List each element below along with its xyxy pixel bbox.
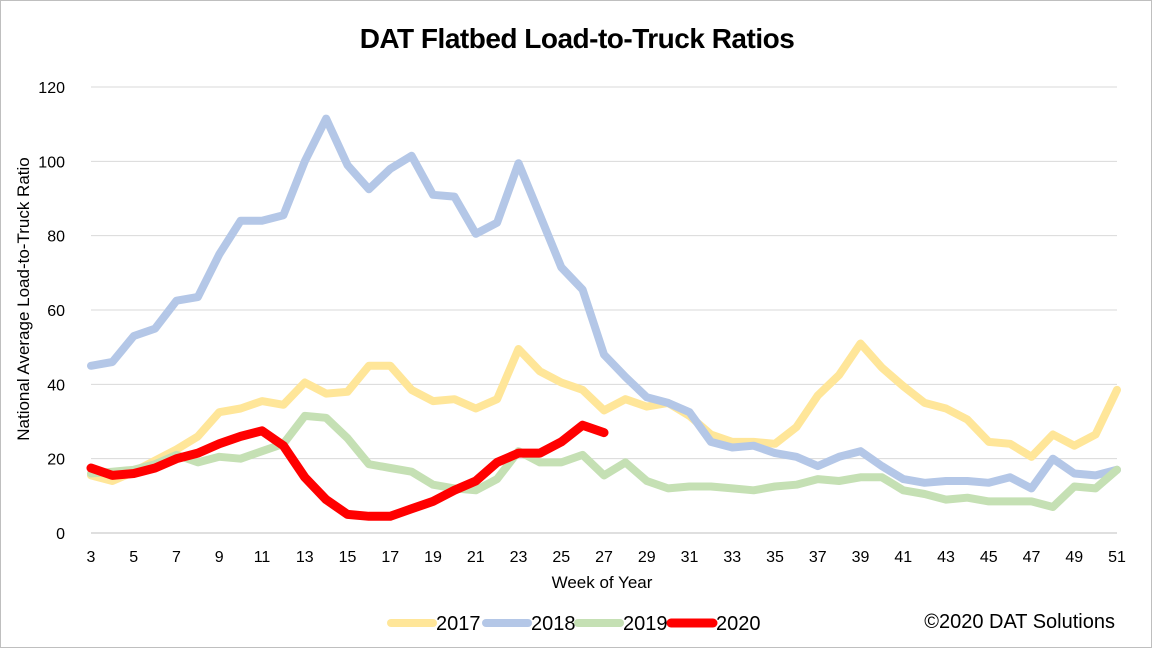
- x-tick-label: 25: [552, 549, 570, 566]
- x-tick-label: 23: [510, 549, 528, 566]
- x-tick-label: 9: [215, 549, 224, 566]
- y-tick-label: 100: [38, 154, 65, 171]
- y-tick-label: 120: [38, 80, 65, 97]
- x-tick-label: 49: [1065, 549, 1083, 566]
- series-line-2020: [86, 420, 609, 521]
- y-tick-label: 0: [56, 526, 65, 543]
- x-tick-label: 35: [766, 549, 784, 566]
- x-tick-label: 37: [809, 549, 827, 566]
- y-tick-label: 20: [47, 452, 65, 469]
- x-axis-label: Week of Year: [552, 573, 653, 592]
- series-line-2019: [87, 411, 1121, 511]
- legend-label-2020: 2020: [716, 613, 761, 635]
- y-tick-label: 60: [47, 303, 65, 320]
- x-tick-label: 5: [129, 549, 138, 566]
- series-line-2018: [87, 114, 1121, 493]
- series-line-2017: [87, 339, 1121, 485]
- legend-label-2017: 2017: [436, 613, 481, 635]
- x-tick-label: 29: [638, 549, 656, 566]
- chart-title: DAT Flatbed Load-to-Truck Ratios: [359, 23, 795, 54]
- legend: 2017 2018 2019 2020: [387, 613, 761, 635]
- series-lines: [86, 114, 1121, 521]
- x-tick-label: 17: [381, 549, 399, 566]
- x-tick-label: 3: [87, 549, 96, 566]
- y-axis-ticks: 0 20 40 60 80 100 120: [38, 80, 65, 543]
- x-tick-label: 33: [723, 549, 741, 566]
- x-tick-label: 15: [339, 549, 357, 566]
- x-tick-label: 47: [1023, 549, 1041, 566]
- x-axis-ticks: 3 5 7 9 11 13 15 17 19 21 23 25 27 29 31 33 35 37 39 41 43 45…: [87, 549, 1126, 566]
- x-tick-label: 19: [424, 549, 442, 566]
- x-tick-label: 31: [681, 549, 699, 566]
- y-axis-label: National Average Load-to-Truck Ratio: [14, 157, 33, 441]
- x-tick-label: 41: [894, 549, 912, 566]
- x-tick-label: 13: [296, 549, 314, 566]
- legend-label-2018: 2018: [531, 613, 576, 635]
- x-tick-label: 43: [937, 549, 955, 566]
- x-tick-label: 21: [467, 549, 485, 566]
- gridlines: [91, 86, 1117, 460]
- x-tick-label: 45: [980, 549, 998, 566]
- legend-label-2019: 2019: [623, 613, 668, 635]
- x-tick-label: 39: [852, 549, 870, 566]
- copyright-note: ©2020 DAT Solutions: [924, 611, 1115, 633]
- x-tick-label: 7: [172, 549, 181, 566]
- y-tick-label: 40: [47, 377, 65, 394]
- x-tick-label: 27: [595, 549, 613, 566]
- x-tick-label: 51: [1108, 549, 1126, 566]
- x-tick-label: 11: [254, 549, 271, 566]
- y-tick-label: 80: [47, 229, 65, 246]
